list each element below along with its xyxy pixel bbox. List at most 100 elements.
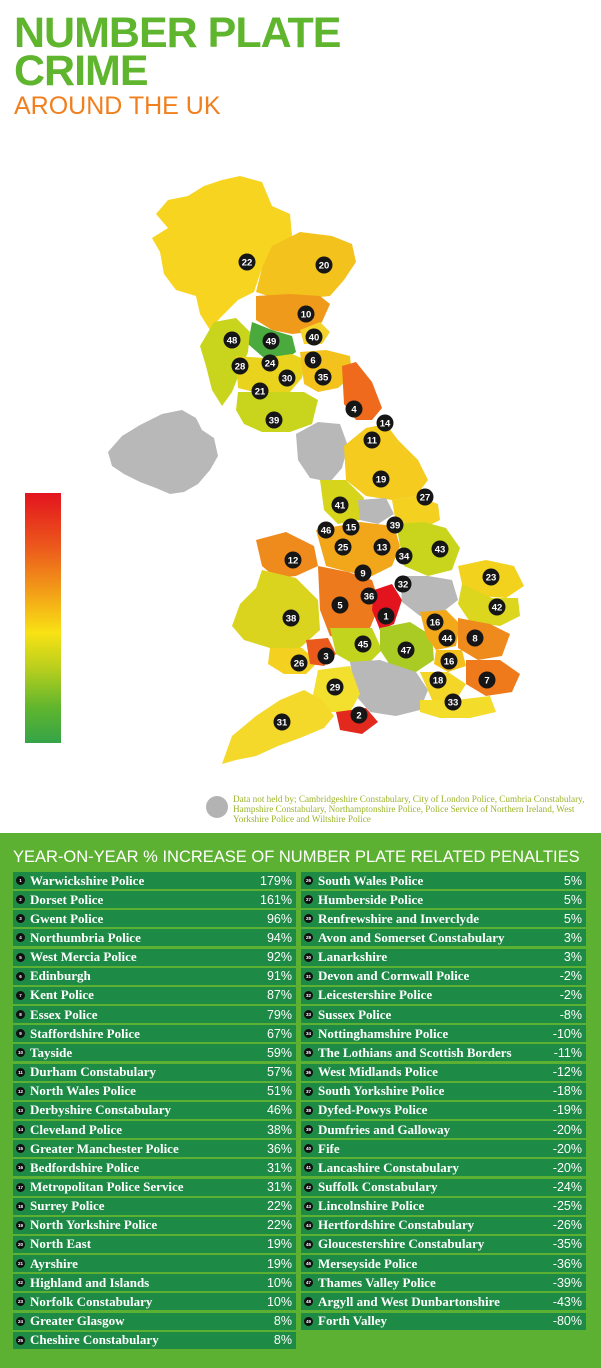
force-name: Fife <box>318 1140 340 1156</box>
percent-change: -11% <box>553 1045 582 1060</box>
percent-change: 36% <box>266 1141 292 1156</box>
map-marker-label: 9 <box>360 568 365 579</box>
table-row: 3 Gwent Police 96% <box>13 910 296 928</box>
table-row: 36 West Midlands Police -12% <box>301 1063 586 1081</box>
rank-badge: 5 <box>16 952 25 962</box>
table-row: 7 Kent Police 87% <box>13 986 296 1004</box>
map-marker: 21 <box>251 382 269 400</box>
force-name: Essex Police <box>30 1006 98 1022</box>
map-marker-dot <box>315 256 333 274</box>
map-marker: 24 <box>261 354 279 372</box>
percent-change: 46% <box>266 1103 292 1118</box>
map-marker-dot <box>416 488 434 506</box>
rank-badge: 46 <box>304 1259 313 1269</box>
rank-badge: 21 <box>16 1259 25 1269</box>
map-marker-label: 36 <box>364 591 375 602</box>
map-marker-dot <box>345 400 363 418</box>
rank-badge: 23 <box>16 1297 25 1307</box>
percent-change: -35% <box>552 1237 582 1252</box>
rank-badge: 7 <box>16 990 25 1000</box>
map-marker-label: 26 <box>294 658 305 669</box>
map-marker-dot <box>297 305 315 323</box>
rank-badge: 39 <box>304 1125 313 1135</box>
map-marker: 41 <box>331 496 349 514</box>
table-row: 22 Highland and Islands 10% <box>13 1274 296 1292</box>
percent-change: 179% <box>260 873 292 888</box>
map-marker: 20 <box>315 256 333 274</box>
map-marker-label: 44 <box>442 633 453 644</box>
map-marker: 44 <box>438 629 456 647</box>
percent-change: 91% <box>266 969 292 984</box>
map-marker: 14 <box>376 414 394 432</box>
table-row: 43 Lincolnshire Police -25% <box>301 1197 586 1215</box>
map-marker-dot <box>317 521 335 539</box>
force-name: Warwickshire Police <box>30 872 145 888</box>
force-name: Tayside <box>30 1044 73 1060</box>
table-row: 13 Derbyshire Constabulary 46% <box>13 1101 296 1119</box>
percent-change: -8% <box>559 1007 582 1022</box>
map-marker-label: 30 <box>282 373 293 384</box>
rank-badge: 11 <box>16 1067 25 1077</box>
force-name: North Wales Police <box>30 1083 136 1099</box>
rank-badge: 28 <box>304 914 313 924</box>
table-row: 49 Forth Valley -80% <box>301 1312 586 1330</box>
map-marker-label: 49 <box>266 336 277 347</box>
map-marker: 9 <box>354 564 372 582</box>
force-name: Gwent Police <box>30 910 104 926</box>
force-name: South Yorkshire Police <box>318 1083 445 1099</box>
rank-badge: 37 <box>304 1086 313 1096</box>
table-row: 1 Warwickshire Police 179% <box>13 872 296 889</box>
rank-badge: 34 <box>304 1029 313 1039</box>
map-marker-label: 32 <box>398 579 409 590</box>
force-name: Dorset Police <box>30 891 104 907</box>
force-name: Lincolnshire Police <box>318 1198 425 1214</box>
region-lincolnshire <box>396 522 460 576</box>
rank-badge: 12 <box>16 1086 25 1096</box>
force-name: Dyfed-Powys Police <box>318 1102 428 1118</box>
map-marker-dot <box>386 516 404 534</box>
map-marker-label: 8 <box>472 633 477 644</box>
map-marker: 22 <box>238 253 256 271</box>
percent-change: 3% <box>563 930 582 945</box>
percent-change: 38% <box>266 1122 292 1137</box>
table-row: 47 Thames Valley Police -39% <box>301 1274 586 1292</box>
map-marker-label: 5 <box>337 600 343 611</box>
map-marker-label: 40 <box>309 332 320 343</box>
table-row: 37 South Yorkshire Police -18% <box>301 1082 586 1100</box>
table-row: 23 Norfolk Constabulary 10% <box>13 1293 296 1311</box>
rank-badge: 32 <box>304 990 313 1000</box>
table-row: 20 North East 19% <box>13 1235 296 1253</box>
rank-badge: 4 <box>16 933 25 943</box>
title-line-2: CRIME <box>14 47 149 95</box>
force-name: Ayrshire <box>30 1255 78 1271</box>
title-line-1: NUMBER PLATE <box>14 9 341 57</box>
percent-change: -80% <box>552 1314 582 1329</box>
table-row: 6 Edinburgh 91% <box>13 967 296 985</box>
force-name: Avon and Somerset Constabulary <box>318 929 505 945</box>
map-marker-label: 7 <box>484 675 489 686</box>
map-marker-dot <box>317 647 335 665</box>
percent-change: 96% <box>266 911 292 926</box>
force-name: Gloucestershire Constabulary <box>318 1236 485 1252</box>
force-name: Kent Police <box>30 987 94 1003</box>
rank-badge: 30 <box>304 952 313 962</box>
rank-badge: 36 <box>304 1067 313 1077</box>
table-row: 34 Nottinghamshire Police -10% <box>301 1025 586 1043</box>
map-marker-dot <box>395 547 413 565</box>
percent-change: -39% <box>552 1275 582 1290</box>
table-row: 45 Gloucestershire Constabulary -35% <box>301 1235 586 1253</box>
map-marker-dot <box>334 538 352 556</box>
table-row: 19 North Yorkshire Police 22% <box>13 1216 296 1234</box>
map-marker-dot <box>261 354 279 372</box>
rank-badge: 47 <box>304 1278 313 1288</box>
map-marker-label: 33 <box>448 697 459 708</box>
percent-change: -43% <box>552 1294 582 1309</box>
map-marker: 31 <box>273 713 291 731</box>
table-row: 29 Avon and Somerset Constabulary 3% <box>301 929 586 947</box>
map-marker-dot <box>238 253 256 271</box>
map-marker: 4 <box>345 400 363 418</box>
no-data-note-text: Data not held by; Cambridgeshire Constab… <box>233 794 585 824</box>
map-marker-dot <box>314 368 332 386</box>
map-marker-label: 15 <box>346 522 357 533</box>
